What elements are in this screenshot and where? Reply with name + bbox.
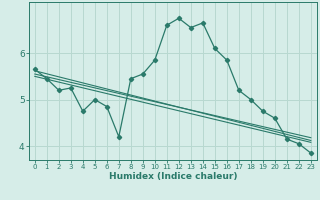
X-axis label: Humidex (Indice chaleur): Humidex (Indice chaleur) bbox=[108, 172, 237, 181]
